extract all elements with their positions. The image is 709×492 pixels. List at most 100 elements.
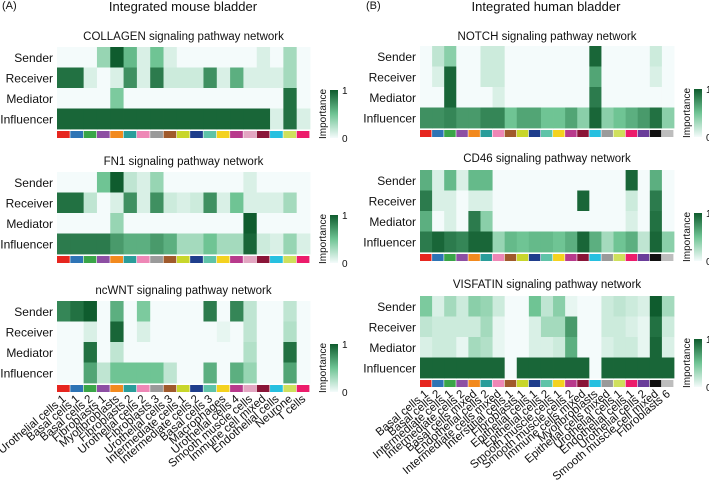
heatmap-cell — [176, 108, 191, 130]
heatmap-cell — [136, 342, 151, 363]
heatmap-cell — [96, 88, 111, 109]
heatmap-cell — [136, 233, 151, 255]
heatmap-cell — [601, 296, 614, 317]
heatmap-cell — [296, 88, 311, 109]
cell-type-color-swatch — [601, 380, 613, 387]
heatmap-cell — [203, 301, 218, 322]
heatmap-cell — [444, 337, 457, 358]
heatmap-cell — [528, 46, 542, 67]
row-label: Influencer — [0, 112, 53, 126]
heatmap-cell — [190, 342, 204, 363]
heatmap-cell — [649, 337, 663, 358]
heatmap-cell — [70, 213, 85, 234]
heatmap-cell — [110, 321, 124, 343]
heatmap-cell — [589, 211, 602, 232]
heatmap-cell — [70, 192, 85, 214]
cell-type-color-swatch — [270, 385, 283, 392]
heatmap-cell — [553, 170, 566, 191]
heatmap-cell — [528, 66, 542, 88]
heatmap-cell — [420, 190, 433, 212]
heatmap-cell — [492, 316, 506, 338]
heatmap-cell — [528, 190, 542, 212]
heatmap-cell — [96, 362, 111, 384]
heatmap-cell — [296, 192, 311, 214]
heatmap-cell — [565, 87, 578, 108]
heatmap-cell — [661, 211, 675, 232]
cell-type-color-swatch — [589, 254, 601, 261]
cell-type-color-swatch — [420, 380, 432, 387]
heatmap-cell — [176, 47, 191, 68]
heatmap-cell — [661, 357, 675, 379]
cell-type-color-swatch — [176, 131, 190, 138]
cell-type-color-swatch — [444, 380, 456, 387]
cell-type-color-swatch — [110, 385, 123, 392]
cell-type-color-swatch — [504, 254, 517, 261]
heatmap-cell — [190, 301, 204, 322]
heatmap-cell — [601, 231, 614, 253]
heatmap-cell — [613, 357, 627, 379]
heatmap-cell — [110, 67, 124, 89]
heatmap-cell — [528, 170, 542, 191]
colorbar-title: Importance — [682, 212, 693, 262]
heatmap-cell — [516, 107, 530, 129]
heatmap-cell — [70, 172, 85, 193]
heatmap-cell — [150, 321, 164, 343]
heatmap-cell — [83, 321, 98, 343]
heatmap-cell — [444, 170, 457, 191]
cell-type-color-swatch — [637, 130, 650, 137]
heatmap-cell — [649, 87, 663, 108]
row-label: Mediator — [6, 92, 53, 106]
cell-type-color-swatch — [649, 254, 662, 261]
heatmap-cell — [110, 88, 124, 109]
heatmap-cell — [296, 362, 311, 384]
heatmap-cell — [296, 342, 311, 363]
heatmap-cell — [283, 67, 298, 89]
heatmap-cell — [70, 321, 85, 343]
heatmap-cell — [613, 231, 627, 253]
heatmap-cell — [637, 231, 651, 253]
heatmap-cell — [243, 67, 258, 89]
colorbar-title: Importance — [682, 338, 693, 388]
cell-type-color-swatch — [296, 385, 310, 392]
heatmap-cell — [504, 337, 518, 358]
cell-type-color-swatch — [136, 385, 150, 392]
heatmap-cell — [661, 190, 675, 212]
row-label: Influencer — [363, 235, 416, 249]
heatmap-cell — [176, 88, 191, 109]
cell-type-color-swatch — [565, 380, 577, 387]
heatmap-cell — [661, 337, 675, 358]
heatmap-cell — [283, 192, 298, 214]
cell-type-color-swatch — [540, 254, 553, 261]
heatmap-cell — [83, 192, 98, 214]
heatmap-cell — [565, 231, 578, 253]
cell-type-color-swatch — [96, 256, 110, 263]
heatmap-cell — [456, 316, 469, 338]
heatmap-cell — [625, 170, 639, 191]
heatmap-cell — [203, 213, 218, 234]
heatmap-cell — [444, 296, 457, 317]
cell-type-color-swatch — [516, 380, 529, 387]
heatmap-cell — [57, 108, 71, 130]
heatmap-cell — [456, 190, 469, 212]
heatmap-cell — [57, 213, 71, 234]
heatmap-cell — [150, 192, 164, 214]
heatmap-cell — [216, 67, 231, 89]
heatmap-cell — [565, 211, 578, 232]
heatmap-cell — [649, 170, 663, 191]
heatmap-cell — [480, 170, 493, 191]
heatmap-cell — [216, 172, 231, 193]
cell-type-color-swatch — [553, 254, 565, 261]
heatmap-cell — [480, 231, 493, 253]
heatmap-cell — [123, 88, 138, 109]
cell-type-color-swatch — [283, 131, 297, 138]
heatmap-cell — [230, 88, 244, 109]
heatmap-cell — [230, 321, 244, 343]
heatmap-cell — [123, 321, 138, 343]
heatmap-cell — [480, 107, 493, 129]
heatmap-cell — [480, 316, 493, 338]
colorbar-title: Importance — [318, 343, 329, 393]
cell-type-color-swatch — [123, 385, 137, 392]
heatmap-cell — [420, 107, 433, 129]
heatmap-cell — [540, 337, 554, 358]
cell-type-color-swatch — [589, 380, 601, 387]
